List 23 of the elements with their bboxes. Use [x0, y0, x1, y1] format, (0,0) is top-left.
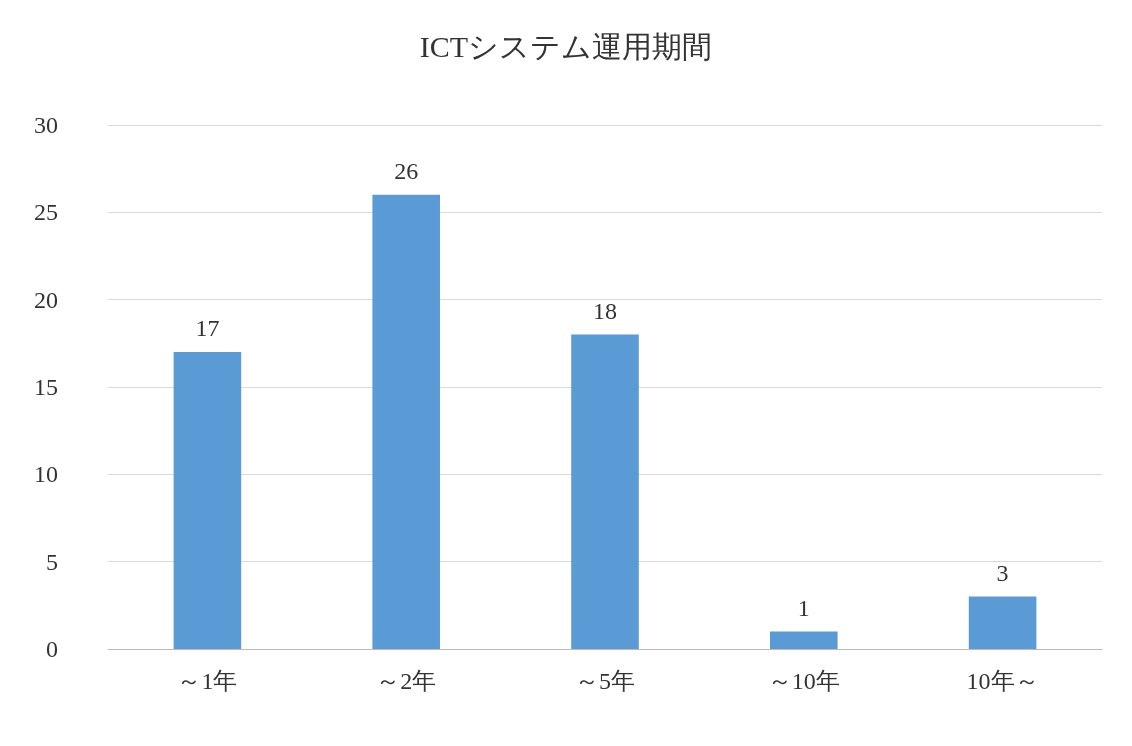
bar [571, 334, 639, 649]
data-label: 17 [195, 315, 220, 342]
x-tick-label: 10年～ [966, 668, 1039, 694]
bar [770, 631, 838, 649]
x-tick-label: ～1年 [177, 668, 238, 694]
y-tick-label: 25 [34, 199, 58, 226]
data-label: 26 [394, 157, 419, 184]
y-tick-label: 10 [34, 461, 58, 488]
bar [968, 596, 1037, 649]
y-tick-label: 15 [34, 374, 58, 400]
data-label: 18 [593, 297, 617, 324]
y-tick-label: 20 [34, 286, 58, 313]
x-tick-label: ～10年 [767, 668, 840, 694]
y-tick-label: 5 [46, 548, 58, 575]
x-tick-label: ～2年 [376, 668, 437, 694]
data-label: 3 [996, 559, 1009, 586]
data-label: 1 [797, 594, 810, 621]
y-tick-label: 0 [46, 636, 58, 662]
y-tick-label: 30 [34, 112, 58, 138]
x-tick-label: ～5年 [575, 668, 635, 694]
bar [173, 352, 242, 649]
bar [372, 194, 440, 649]
chart-title: ICTシステム運用期間 [419, 29, 713, 63]
